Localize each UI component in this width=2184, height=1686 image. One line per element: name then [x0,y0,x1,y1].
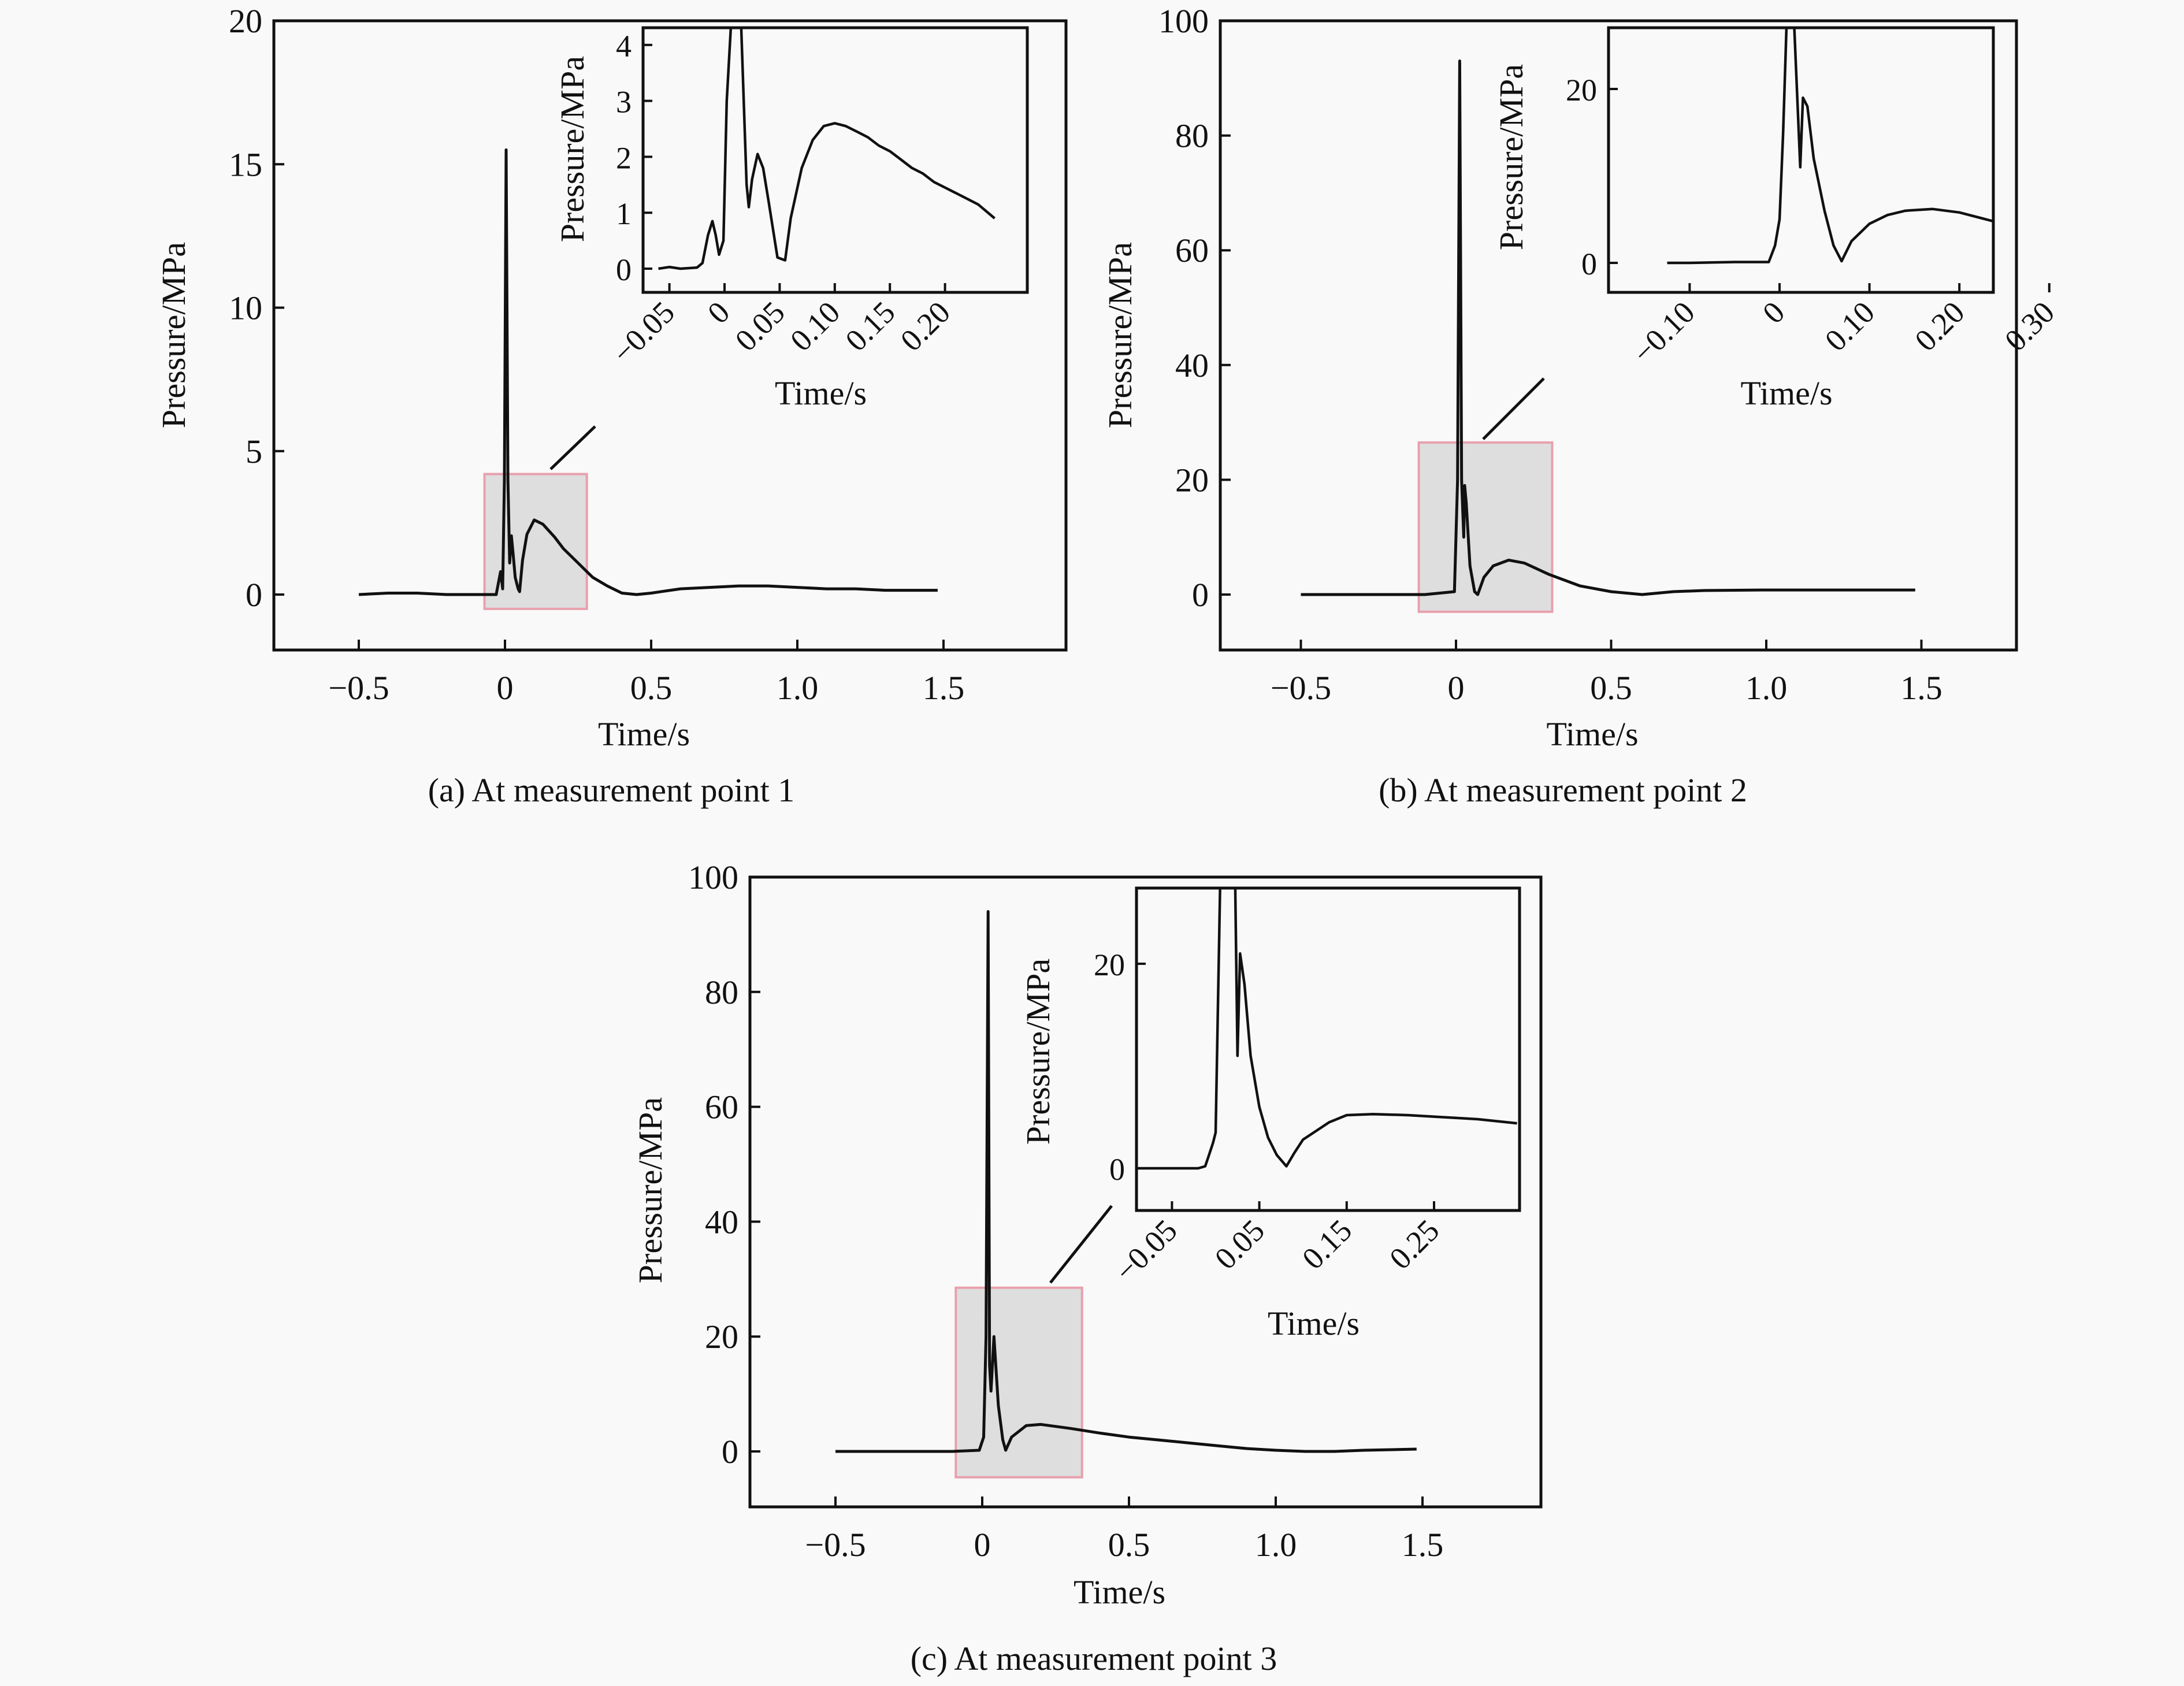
series-line-pressure [358,148,938,596]
y-tick-label: 5 [246,433,262,470]
x-tick-label: −0.10 [1626,295,1702,370]
series-line-pressure [1301,60,1915,596]
x-tick-label: 0.10 [783,295,846,358]
y-tick-label: 40 [705,1203,738,1241]
y-axis-title: Pressure/MPa [554,56,591,242]
x-tick-label: 0 [701,295,737,330]
y-tick-label: 40 [1175,347,1209,384]
x-tick-label: 1.0 [777,669,819,707]
x-tick-label: 0.10 [1818,295,1881,358]
x-axis-title: Time/s [1074,1573,1165,1611]
y-axis-title: Pressure/MPa [1019,959,1057,1145]
y-tick-label: 1 [616,196,632,231]
x-tick-label: 0.15 [1295,1213,1358,1276]
x-tick-label: 0.30 [1998,295,2061,358]
x-tick-label: 0.20 [894,295,957,358]
y-tick-label: 20 [1094,948,1125,982]
y-tick-label: 20 [1566,73,1597,107]
x-tick-label: 0.5 [1108,1526,1150,1564]
x-tick-label: 0 [497,669,514,707]
y-axis-title: Pressure/MPa [632,1097,669,1283]
x-tick-label: −0.5 [805,1526,866,1564]
y-tick-label: 15 [229,146,262,183]
x-tick-label: −0.05 [1108,1213,1184,1288]
panel-caption: (b) At measurement point 2 [1379,771,1747,809]
y-tick-label: 20 [1175,461,1209,499]
panel-caption: (a) At measurement point 1 [428,771,795,809]
x-tick-label: 0.20 [1908,295,1971,358]
chart-b-inset: 0 20 −0.10 0 0.10 0.20 0.30 Time/s Pressure/MPa [1492,26,2061,412]
plot-frame [272,19,1068,652]
y-tick-label: 0 [722,1433,738,1470]
x-tick-label: 1.5 [1402,1526,1444,1564]
y-tick-label: 0 [1109,1152,1125,1187]
y-tick-label: 100 [688,859,738,896]
zoom-region-box [954,1286,1083,1479]
y-tick-label: 10 [229,289,262,327]
y-tick-label: 0 [1192,576,1209,614]
y-tick-label: 80 [705,974,738,1011]
y-tick-label: 20 [229,2,262,40]
x-tick-label: 0 [1756,295,1792,330]
plot-frame [1607,26,1995,294]
y-axis-title: Pressure/MPa [1492,64,1530,250]
x-tick-label: 0.05 [729,295,792,358]
y-tick-label: 0 [616,252,632,287]
y-tick-label: 100 [1158,2,1209,40]
x-axis-title: Time/s [1740,374,1832,412]
panel-caption: (c) At measurement point 3 [911,1640,1277,1677]
y-tick-label: 60 [705,1089,738,1126]
x-axis-title: Time/s [775,374,867,412]
x-tick-label: 0.5 [630,669,673,707]
zoom-region-box [1417,441,1554,613]
x-tick-label: −0.5 [328,669,389,707]
x-axis-title: Time/s [1546,715,1638,753]
x-tick-label: −0.05 [606,295,681,370]
series-line-pressure [1136,888,1517,1170]
x-tick-label: −0.5 [1271,669,1331,707]
y-axis-title: Pressure/MPa [1101,242,1139,428]
plot-frame [1135,886,1521,1212]
y-tick-label: 3 [616,85,632,120]
plot-frame [748,875,1543,1509]
y-tick-label: 20 [705,1318,738,1356]
x-tick-label: 0.15 [838,295,901,358]
x-tick-label: 0 [1448,669,1465,707]
zoom-leader-line [1482,377,1545,440]
zoom-leader-line [549,425,596,470]
zoom-region-box [483,473,588,610]
y-axis-title: Pressure/MPa [155,242,192,428]
x-tick-label: 1.5 [1900,669,1942,707]
x-tick-label: 1.0 [1745,669,1788,707]
plot-frame [1219,19,2018,652]
x-tick-label: 1.0 [1255,1526,1297,1564]
series-line-pressure [835,910,1417,1453]
x-tick-label: 1.5 [923,669,965,707]
x-tick-label: 0.25 [1383,1213,1446,1276]
series-line-pressure [658,28,996,270]
y-tick-label: 2 [616,140,632,175]
y-tick-label: 60 [1175,232,1209,269]
x-axis-title: Time/s [598,715,690,753]
y-tick-label: 0 [246,576,262,614]
chart-c: 0 20 40 60 80 100 −0.5 0 0.5 1.0 1.5 Time/s Pressure… [632,859,1543,1677]
x-axis-title: Time/s [1268,1305,1360,1342]
plot-frame [641,26,1029,294]
series-line-pressure [1667,28,1993,265]
y-tick-label: 4 [616,29,632,64]
chart-b: 0 20 40 60 80 100 −0.5 0 0.5 1.0 1.5 Time/s Pressure… [1101,2,2018,809]
y-tick-label: 80 [1175,117,1209,155]
x-tick-label: 0.05 [1208,1213,1271,1276]
x-tick-label: 0.5 [1590,669,1632,707]
zoom-leader-line [1049,1205,1113,1284]
x-tick-label: 0 [974,1526,991,1564]
y-tick-label: 0 [1581,247,1597,281]
